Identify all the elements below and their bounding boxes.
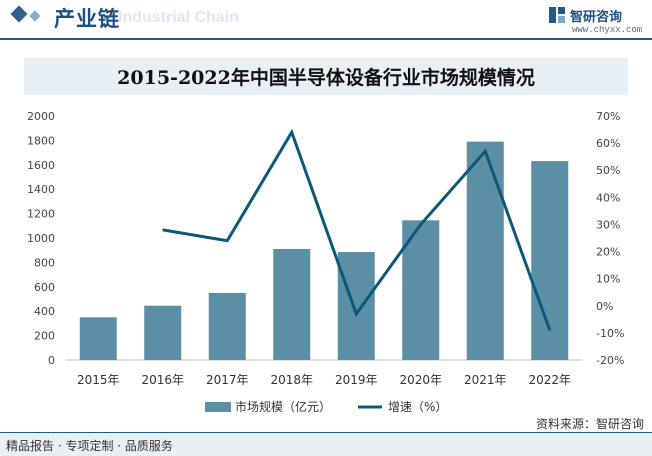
y-right-tick-label: 0% <box>596 300 613 313</box>
brand-name: 智研咨询 <box>570 10 623 25</box>
bar <box>208 292 246 360</box>
chart-title-band: 2015-2022年中国半导体设备行业市场规模情况 <box>24 58 628 95</box>
bar <box>273 248 311 360</box>
growth-point <box>291 131 293 133</box>
y-left-tick-label: 0 <box>48 354 55 367</box>
growth-point <box>484 150 486 152</box>
y-right-tick-label: 50% <box>596 164 620 177</box>
y-left-tick-label: 1400 <box>27 183 55 196</box>
legend-swatch-bar <box>205 402 231 412</box>
y-right-tick-label: 30% <box>596 218 620 231</box>
x-tick-label: 2015年 <box>77 373 120 387</box>
growth-point <box>420 223 422 225</box>
y-left-tick-label: 1600 <box>27 159 55 172</box>
x-tick-label: 2022年 <box>528 373 571 387</box>
y-right-tick-label: -10% <box>596 327 624 340</box>
y-left-tick-label: 1800 <box>27 134 55 147</box>
y-right-tick-label: 10% <box>596 273 620 286</box>
legend-label-bar: 市场规模（亿元） <box>235 399 331 414</box>
y-left-tick-label: 800 <box>34 256 55 269</box>
bar <box>337 252 375 360</box>
bar <box>144 305 182 360</box>
section-title: 产业链 <box>54 7 120 31</box>
bar <box>79 317 117 360</box>
growth-point <box>549 329 551 331</box>
bar <box>466 141 504 360</box>
header: 产业链 Industrial Chain 智研咨询 www.chyxx.com <box>0 0 652 40</box>
brand-logo: 智研咨询 www.chyxx.com <box>548 4 644 38</box>
chart-canvas: 0 200 400 600 800 1000 1200 1400 1600 1800 2000 -20… <box>27 110 624 414</box>
y-left-tick-label: 400 <box>34 305 55 318</box>
y-right-tick-label: 20% <box>596 246 620 259</box>
footer: 精品报告 · 专项定制 · 品质服务 资料来源：智研咨询 <box>0 417 652 456</box>
x-tick-label: 2018年 <box>270 373 313 387</box>
x-tick-label: 2017年 <box>206 373 249 387</box>
y-right-tick-label: 70% <box>596 110 620 123</box>
growth-point <box>162 229 164 231</box>
y-left-tick-label: 600 <box>34 281 55 294</box>
x-tick-label: 2016年 <box>141 373 184 387</box>
y-left-tick-label: 200 <box>34 330 55 343</box>
brand-logo-icon <box>549 7 565 23</box>
y-right-tick-label: -20% <box>596 354 624 367</box>
footer-slogan: 精品报告 · 专项定制 · 品质服务 <box>6 439 173 453</box>
x-tick-label: 2019年 <box>335 373 378 387</box>
x-tick-label: 2020年 <box>399 373 442 387</box>
x-tick-label: 2021年 <box>464 373 507 387</box>
y-left-tick-label: 1000 <box>27 232 55 245</box>
header-watermark: Industrial Chain <box>118 9 239 26</box>
y-right-tick-label: 40% <box>596 191 620 204</box>
growth-point <box>355 313 357 315</box>
header-divider <box>0 38 652 40</box>
growth-point <box>226 240 228 242</box>
chart-title: 2015-2022年中国半导体设备行业市场规模情况 <box>117 67 535 89</box>
legend-label-line: 增速（%） <box>388 400 447 414</box>
data-source: 资料来源：智研咨询 <box>535 417 644 431</box>
y-right-tick-label: 60% <box>596 137 620 150</box>
y-left-tick-label: 2000 <box>27 110 55 123</box>
y-left-tick-label: 1200 <box>27 208 55 221</box>
brand-url: www.chyxx.com <box>572 25 643 35</box>
